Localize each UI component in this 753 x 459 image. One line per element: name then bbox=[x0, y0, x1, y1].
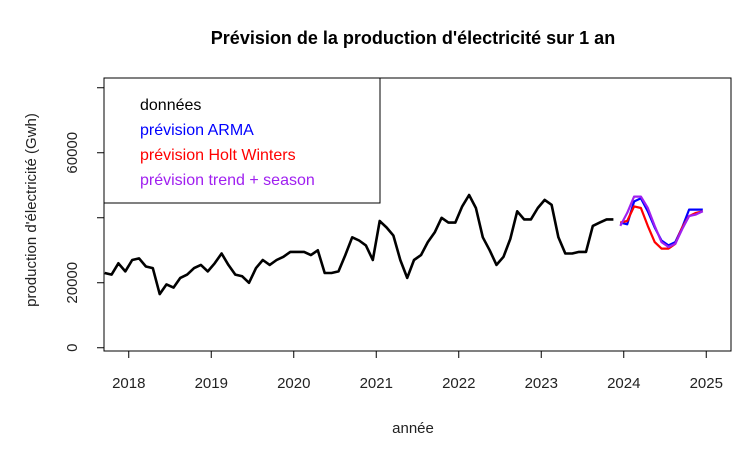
legend-entry: données bbox=[140, 97, 201, 114]
x-tick-label: 2024 bbox=[607, 375, 640, 392]
series-line-0 bbox=[104, 193, 614, 296]
series-line-3 bbox=[619, 195, 704, 249]
x-tick-label: 2021 bbox=[360, 375, 393, 392]
plot-area bbox=[104, 193, 704, 296]
plot-frame bbox=[103, 77, 732, 352]
x-tick-label: 2019 bbox=[195, 375, 228, 392]
x-axis-label: année bbox=[392, 420, 434, 437]
y-axis-label: production d'électricité (Gwh) bbox=[23, 113, 40, 307]
axes: 2018 2019 2020 2021 2022 2023 2024 2025 0 20000 60… bbox=[64, 77, 732, 392]
legend: données prévision ARMA prévision Holt Wint… bbox=[103, 77, 381, 204]
x-tick-label: 2018 bbox=[112, 375, 145, 392]
y-tick-label: 20000 bbox=[64, 262, 81, 304]
legend-entry: prévision ARMA bbox=[140, 122, 254, 139]
y-tick-label: 0 bbox=[64, 344, 81, 352]
x-tick-label: 2020 bbox=[277, 375, 310, 392]
legend-entry: prévision trend + season bbox=[140, 172, 315, 189]
chart-title: Prévision de la production d'électricité… bbox=[211, 28, 615, 48]
x-tick-label: 2025 bbox=[690, 375, 723, 392]
x-tick-label: 2022 bbox=[442, 375, 475, 392]
series-line-1 bbox=[620, 197, 703, 247]
y-tick-label: 60000 bbox=[64, 132, 81, 174]
legend-box bbox=[103, 77, 381, 204]
legend-entry: prévision Holt Winters bbox=[140, 147, 296, 164]
x-tick-label: 2023 bbox=[525, 375, 558, 392]
